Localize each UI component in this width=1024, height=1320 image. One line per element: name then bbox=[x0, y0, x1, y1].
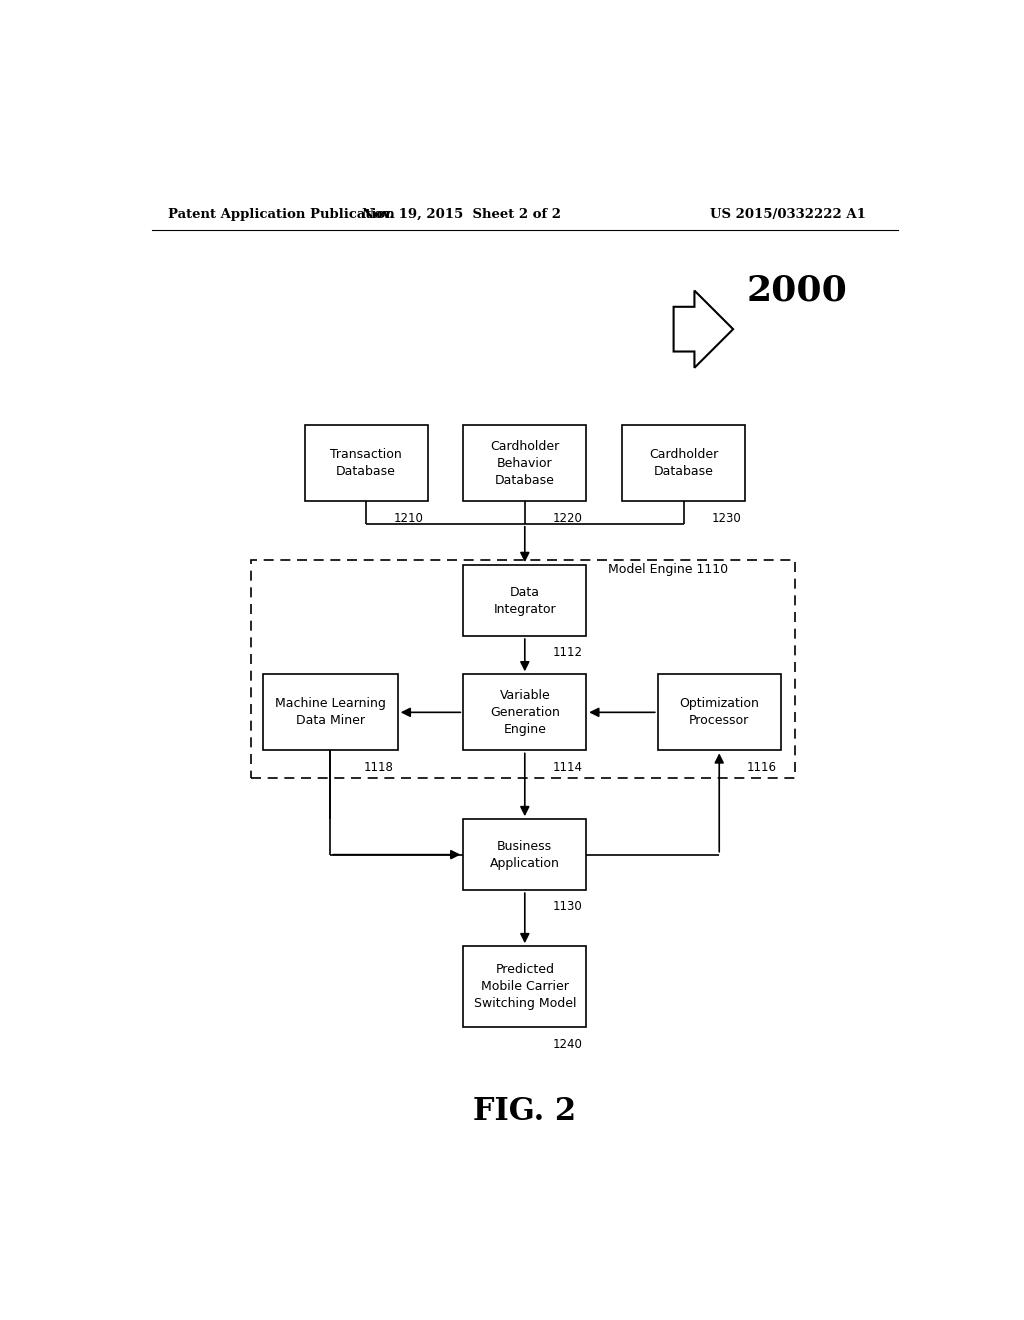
Text: Predicted
Mobile Carrier
Switching Model: Predicted Mobile Carrier Switching Model bbox=[473, 964, 577, 1010]
Bar bbox=[463, 565, 587, 636]
Text: Nov. 19, 2015  Sheet 2 of 2: Nov. 19, 2015 Sheet 2 of 2 bbox=[361, 207, 561, 220]
Text: Patent Application Publication: Patent Application Publication bbox=[168, 207, 394, 220]
Bar bbox=[463, 818, 587, 890]
Text: 1118: 1118 bbox=[364, 760, 394, 774]
Bar bbox=[463, 946, 587, 1027]
Bar bbox=[657, 675, 780, 751]
Text: Optimization
Processor: Optimization Processor bbox=[679, 697, 759, 727]
Text: Data
Integrator: Data Integrator bbox=[494, 586, 556, 615]
Text: US 2015/0332222 A1: US 2015/0332222 A1 bbox=[711, 207, 866, 220]
Bar bbox=[622, 425, 745, 502]
Text: 1116: 1116 bbox=[746, 760, 777, 774]
Text: 1240: 1240 bbox=[553, 1038, 583, 1051]
Bar bbox=[463, 425, 587, 502]
Text: 1112: 1112 bbox=[552, 647, 583, 659]
Text: 1220: 1220 bbox=[553, 512, 583, 524]
Text: Transaction
Database: Transaction Database bbox=[330, 449, 402, 478]
Bar bbox=[263, 675, 397, 751]
Text: 2000: 2000 bbox=[748, 273, 848, 308]
Bar bbox=[463, 675, 587, 751]
Bar bbox=[304, 425, 428, 502]
Text: Machine Learning
Data Miner: Machine Learning Data Miner bbox=[274, 697, 386, 727]
Text: 1230: 1230 bbox=[712, 512, 741, 524]
Text: FIG. 2: FIG. 2 bbox=[473, 1097, 577, 1127]
Text: Cardholder
Database: Cardholder Database bbox=[649, 449, 718, 478]
Text: Variable
Generation
Engine: Variable Generation Engine bbox=[489, 689, 560, 735]
Text: 1210: 1210 bbox=[394, 512, 424, 524]
Text: Cardholder
Behavior
Database: Cardholder Behavior Database bbox=[490, 440, 559, 487]
Text: 1114: 1114 bbox=[552, 760, 583, 774]
Text: Model Engine 1110: Model Engine 1110 bbox=[608, 562, 728, 576]
Bar bbox=[251, 560, 795, 779]
Text: 1130: 1130 bbox=[553, 900, 583, 913]
Text: Business
Application: Business Application bbox=[489, 840, 560, 870]
Polygon shape bbox=[674, 290, 733, 368]
